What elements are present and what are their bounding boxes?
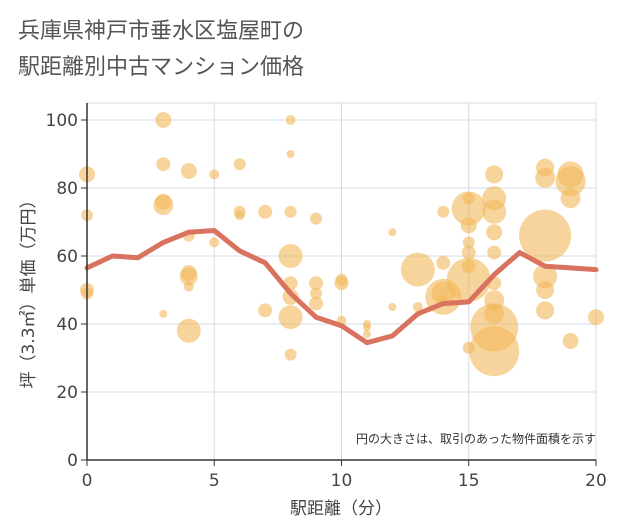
bubble-point (334, 276, 349, 291)
bubble-point (469, 326, 520, 377)
tick-labels: 0 5 10 15 20 0 20 40 60 80 100 (46, 111, 607, 491)
bubble-point (535, 167, 556, 188)
y-tick-label: 40 (56, 315, 78, 335)
bubble-point (180, 163, 197, 179)
bubble-point (482, 199, 507, 224)
bubble-point (536, 301, 555, 320)
bubble-point (437, 205, 450, 218)
bubble-point (562, 333, 579, 349)
bubble-point (310, 212, 323, 225)
y-tick-label: 20 (56, 383, 78, 403)
bubble-point (209, 169, 220, 180)
bubble-point (155, 112, 172, 128)
bubble-point (388, 228, 397, 237)
bubble-point (183, 281, 194, 292)
bubble-size-note: 円の大きさは、取引のあった物件面積を示す (356, 431, 596, 446)
average-price-line (84, 228, 599, 346)
bubble-point (362, 330, 371, 339)
bubble-point (176, 318, 201, 343)
chart-title-line-1: 兵庫県神戸市垂水区塩屋町の (18, 19, 305, 44)
bubble-point (536, 281, 555, 299)
bubble-point (284, 205, 297, 218)
bubble-point (451, 191, 486, 226)
bubble-point (555, 166, 586, 197)
bubble-point (560, 188, 581, 209)
bubble-point (309, 296, 324, 311)
x-tick-label: 20 (585, 471, 607, 491)
y-tick-label: 80 (56, 179, 78, 199)
bubble-point (310, 287, 323, 300)
bubble-point (285, 115, 296, 125)
x-tick-label: 10 (331, 471, 353, 491)
y-tick-label: 0 (67, 451, 78, 471)
bubble-point (436, 255, 451, 270)
bubble-layer (79, 112, 604, 377)
y-axis-label: 坪（3.3㎡）単価（万円） (19, 191, 39, 388)
bubble-point (462, 236, 475, 249)
chart-title: 兵庫県神戸市垂水区塩屋町の 駅距離別中古マンション価格 (18, 14, 304, 86)
bubble-point (233, 158, 246, 171)
chart-title-line-2: 駅距離別中古マンション価格 (18, 55, 305, 80)
x-axis-label: 駅距離（分） (290, 499, 392, 519)
bubble-point (362, 323, 371, 332)
x-tick-label: 0 (82, 471, 93, 491)
bubble-point (156, 157, 171, 172)
x-tick-label: 15 (458, 471, 480, 491)
bubble-point (446, 257, 491, 302)
bubble-point (485, 165, 504, 184)
bubble-point (486, 224, 503, 241)
bubble-point (179, 267, 198, 286)
bubble-point (533, 264, 558, 289)
bubble-point (258, 303, 273, 318)
bubble-point (309, 276, 324, 291)
bubble-point (209, 237, 220, 248)
bubble-point (258, 204, 273, 219)
bubble-point (286, 150, 295, 158)
bubble-point (487, 245, 502, 260)
bubble-point (460, 217, 477, 234)
bubble-point (278, 244, 303, 268)
bubble-point (159, 309, 168, 318)
bubble-point (412, 302, 423, 312)
trend-line-layer (84, 228, 599, 346)
y-tick-label: 60 (56, 247, 78, 267)
bubble-point (388, 303, 397, 311)
x-tick-label: 5 (209, 471, 220, 491)
y-tick-label: 100 (46, 111, 78, 131)
bubble-point (400, 252, 435, 287)
bubble-point (153, 195, 174, 215)
bubble-point (519, 209, 572, 262)
bubble-point (588, 309, 604, 326)
bubble-point (278, 305, 303, 330)
bubble-point (284, 348, 297, 361)
bubble-point (461, 245, 476, 260)
bubble-point (234, 210, 245, 221)
